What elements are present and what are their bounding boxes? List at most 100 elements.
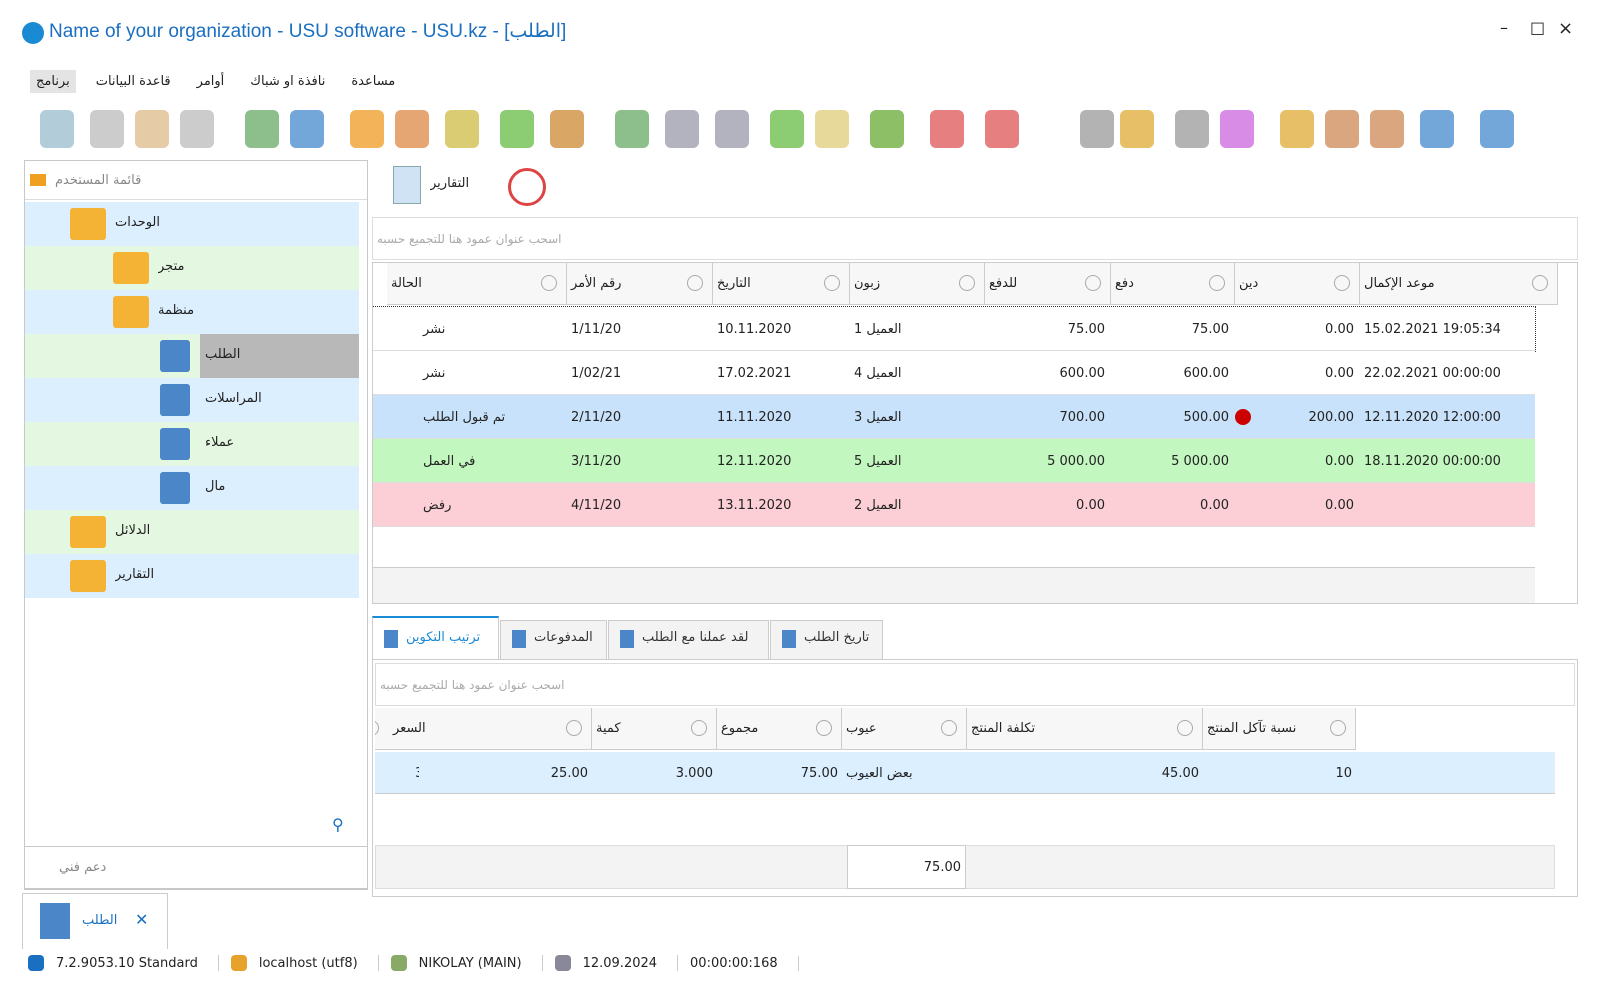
maximize-button[interactable]: □ (1530, 18, 1546, 37)
reports-button[interactable]: التقارير (430, 176, 470, 191)
toolbar-button[interactable] (1325, 110, 1359, 148)
tree-label[interactable]: مال (205, 479, 226, 494)
toolbar-button[interactable] (1120, 110, 1154, 148)
menu-item[interactable]: قاعدة البيانات (95, 73, 171, 89)
table-row[interactable] (373, 306, 1536, 352)
filter-icon[interactable] (959, 275, 975, 291)
tree-label[interactable]: عملاء (205, 435, 235, 450)
toolbar-button[interactable] (870, 110, 904, 148)
toolbar-button[interactable] (1420, 110, 1454, 148)
close-button[interactable]: × (1558, 18, 1574, 39)
tab[interactable] (608, 620, 769, 660)
table-row[interactable] (375, 752, 1555, 794)
toolbar-button[interactable] (1220, 110, 1254, 148)
app-icon (22, 22, 44, 44)
toolbar-button[interactable] (665, 110, 699, 148)
table-row[interactable] (373, 351, 1535, 395)
clock-icon[interactable] (508, 168, 546, 206)
toolbar-button[interactable] (1480, 110, 1514, 148)
toolbar-button[interactable] (90, 110, 124, 148)
tree-label[interactable]: الوحدات (115, 215, 160, 230)
toolbar-button[interactable] (715, 110, 749, 148)
filter-icon[interactable] (541, 275, 557, 291)
folder-icon (113, 252, 149, 284)
toolbar-button[interactable] (290, 110, 324, 148)
document-tab-close[interactable]: ✕ (135, 910, 149, 929)
filter-icon[interactable] (1177, 720, 1193, 736)
toolbar-button[interactable] (1175, 110, 1209, 148)
toolbar-button[interactable] (985, 110, 1019, 148)
tab-label[interactable]: ترتيب التكوين (406, 630, 481, 645)
document-tab[interactable] (22, 893, 168, 949)
toolbar-button[interactable] (40, 110, 74, 148)
table-cell: 1/11/20 (571, 321, 622, 337)
status-bar: 7.2.9053.10 Standard localhost (utf8) NIKO… (24, 950, 1584, 976)
toolbar-button[interactable] (350, 110, 384, 148)
toolbar-button[interactable] (815, 110, 849, 148)
menu-item[interactable]: أوامر (196, 73, 225, 89)
toolbar-button[interactable] (1280, 110, 1314, 148)
table-cell: 25.00 (550, 765, 588, 781)
toolbar-button[interactable] (770, 110, 804, 148)
table-cell: العميل 5 (854, 453, 902, 469)
sidebar (24, 160, 368, 890)
filter-icon[interactable] (687, 275, 703, 291)
toolbar-button[interactable] (930, 110, 964, 148)
tree-label[interactable]: منظمة (158, 303, 195, 318)
toolbar-button[interactable] (615, 110, 649, 148)
column-header[interactable]: تكلفة المنتج (967, 708, 1203, 750)
table-cell: 0.00 (1325, 321, 1354, 337)
filter-icon[interactable] (566, 720, 582, 736)
menu-item[interactable]: برنامج (30, 69, 76, 93)
menu-item[interactable]: مساعدة (351, 73, 396, 89)
column-header[interactable]: دين (1235, 263, 1360, 305)
support-panel[interactable]: دعم فني (24, 846, 368, 889)
filter-icon[interactable] (941, 720, 957, 736)
tab-label[interactable]: المدفوعات (534, 630, 593, 645)
menu-item[interactable]: نافذة او شباك (250, 73, 326, 89)
table-row[interactable] (373, 483, 1535, 527)
toolbar-button[interactable] (1080, 110, 1114, 148)
column-header[interactable]: الحالة (387, 263, 567, 305)
tab-label[interactable]: تاريخ الطلب (804, 630, 870, 645)
filter-icon[interactable] (1209, 275, 1225, 291)
column-header[interactable]: موعد الإكمال (1360, 263, 1558, 305)
table-cell: 0.00 (1200, 497, 1229, 513)
tab[interactable] (770, 620, 883, 660)
toolbar-button[interactable] (135, 110, 169, 148)
toolbar-button[interactable] (180, 110, 214, 148)
toolbar-button[interactable] (1370, 110, 1404, 148)
status-item: 12.09.2024 (551, 955, 679, 971)
status-item: NIKOLAY (MAIN) (387, 955, 543, 971)
table-cell: 4/11/20 (571, 497, 622, 513)
tree-label[interactable]: المراسلات (205, 391, 262, 406)
tab-label[interactable]: لقد عملنا مع الطلب (642, 630, 749, 645)
filter-icon[interactable] (1532, 275, 1548, 291)
filter-icon[interactable] (1330, 720, 1346, 736)
column-header[interactable]: السعر (389, 708, 592, 750)
tree-label[interactable]: متجر (158, 259, 185, 274)
status-text: 7.2.9053.10 Standard (56, 955, 198, 971)
filter-icon[interactable] (691, 720, 707, 736)
document-tab-label[interactable]: الطلب (82, 913, 118, 928)
table-row[interactable] (373, 395, 1535, 439)
filter-icon[interactable] (1334, 275, 1350, 291)
toolbar-button[interactable] (245, 110, 279, 148)
search-icon[interactable]: ⚲ (332, 815, 344, 834)
minimize-button[interactable]: – (1500, 18, 1508, 37)
tree-label[interactable]: الطلب (205, 347, 241, 362)
filter-icon[interactable] (824, 275, 840, 291)
filter-icon[interactable] (1085, 275, 1101, 291)
toolbar-button[interactable] (445, 110, 479, 148)
sidebar-title: قائمة المستخدم (25, 161, 367, 200)
detail-panel (372, 659, 1578, 897)
toolbar-button[interactable] (395, 110, 429, 148)
filter-icon[interactable] (816, 720, 832, 736)
tab-icon (782, 630, 796, 648)
toolbar-button[interactable] (500, 110, 534, 148)
tree-label[interactable]: الدلائل (115, 523, 151, 538)
table-cell: 17.02.2021 (717, 365, 792, 381)
tree-label[interactable]: التقارير (115, 567, 155, 582)
table-row[interactable] (373, 439, 1535, 483)
toolbar-button[interactable] (550, 110, 584, 148)
